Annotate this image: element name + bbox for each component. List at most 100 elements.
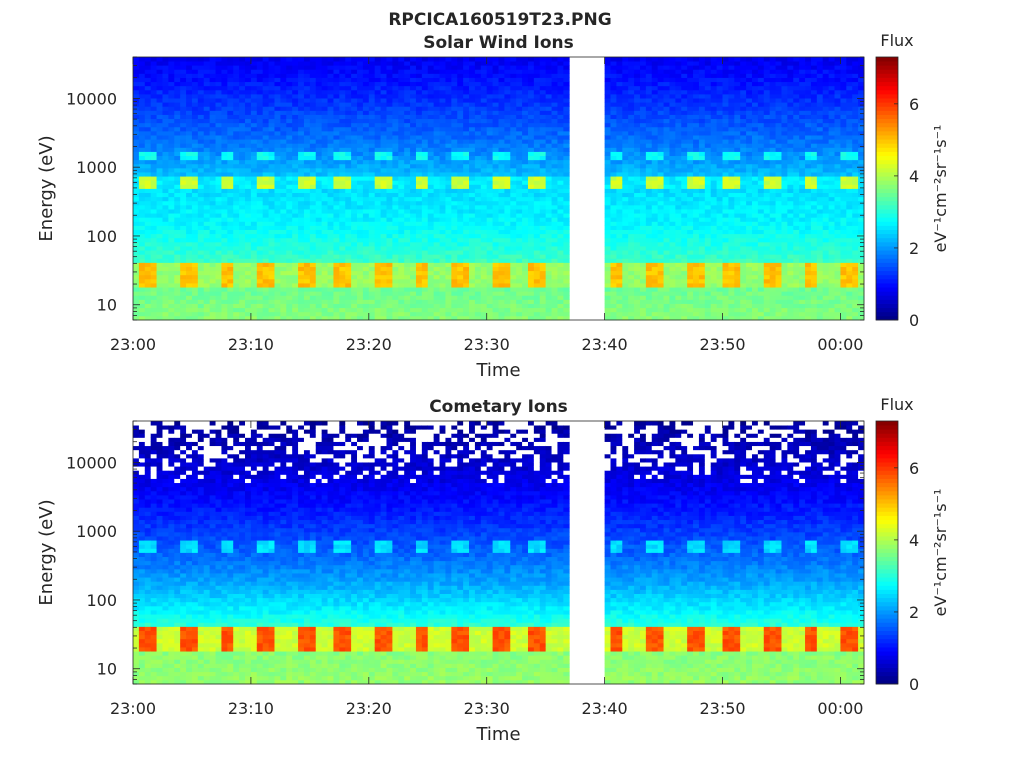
spectrogram-cell xyxy=(375,86,381,91)
spectrogram-cell xyxy=(233,98,239,103)
spectrogram-cell xyxy=(186,127,192,132)
spectrogram-cell xyxy=(363,291,369,296)
spectrogram-cell xyxy=(233,230,239,235)
spectrogram-cell xyxy=(186,102,192,107)
spectrogram-cell xyxy=(263,295,269,300)
spectrogram-cell xyxy=(227,61,233,66)
spectrogram-cell xyxy=(204,209,210,214)
spectrogram-cell xyxy=(304,176,310,181)
spectrogram-cell xyxy=(339,246,345,251)
spectrogram-cell xyxy=(386,78,392,83)
spectrogram-cell xyxy=(369,250,375,255)
spectrogram-cell xyxy=(333,172,339,177)
spectrogram-cell xyxy=(174,283,180,288)
spectrogram-cell xyxy=(375,110,381,115)
spectrogram-cell xyxy=(363,65,369,70)
spectrogram-cell xyxy=(316,225,322,230)
spectrogram-cell xyxy=(404,147,410,152)
spectrogram-cell xyxy=(263,234,269,239)
spectrogram-cell xyxy=(328,201,334,206)
spectrogram-cell xyxy=(151,312,157,317)
spectrogram-cell xyxy=(357,246,363,251)
spectrogram-cell xyxy=(398,90,404,95)
spectrogram-cell xyxy=(310,102,316,107)
spectrogram-cell xyxy=(180,180,186,185)
spectrogram-cell xyxy=(204,238,210,243)
spectrogram-cell xyxy=(404,156,410,161)
spectrogram-cell xyxy=(145,193,151,198)
spectrogram-cell xyxy=(174,139,180,144)
spectrogram-cell xyxy=(221,279,227,284)
spectrogram-cell xyxy=(251,287,257,292)
spectrogram-cell xyxy=(316,267,322,272)
spectrogram-cell xyxy=(316,221,322,226)
spectrogram-cell xyxy=(339,78,345,83)
spectrogram-cell xyxy=(398,131,404,136)
spectrogram-cell xyxy=(280,262,286,267)
spectrogram-cell xyxy=(280,230,286,235)
spectrogram-cell xyxy=(292,147,298,152)
spectrogram-cell xyxy=(322,213,328,218)
spectrogram-cell xyxy=(280,295,286,300)
spectrogram-cell xyxy=(139,189,145,194)
spectrogram-cell xyxy=(180,193,186,198)
spectrogram-cell xyxy=(322,312,328,317)
spectrogram-cell xyxy=(392,119,398,124)
spectrogram-cell xyxy=(239,176,245,181)
spectrogram-cell xyxy=(274,106,280,111)
spectrogram-cell xyxy=(363,127,369,132)
spectrogram-cell xyxy=(357,57,363,62)
spectrogram-cell xyxy=(221,78,227,83)
spectrogram-cell xyxy=(333,258,339,263)
spectrogram-cell xyxy=(245,193,251,198)
spectrogram-cell xyxy=(381,234,387,239)
spectrogram-cell xyxy=(157,312,163,317)
spectrogram-cell xyxy=(298,234,304,239)
spectrogram-cell xyxy=(139,168,145,173)
spectrogram-cell xyxy=(375,230,381,235)
spectrogram-cell xyxy=(174,94,180,99)
spectrogram-cell xyxy=(204,221,210,226)
spectrogram-cell xyxy=(286,90,292,95)
spectrogram-cell xyxy=(198,234,204,239)
spectrogram-cell xyxy=(280,209,286,214)
spectrogram-cell xyxy=(280,225,286,230)
spectrogram-cell xyxy=(410,127,416,132)
spectrogram-cell xyxy=(381,156,387,161)
spectrogram-cell xyxy=(298,312,304,317)
spectrogram-cell xyxy=(168,180,174,185)
spectrogram-cell xyxy=(162,209,168,214)
spectrogram-cell xyxy=(269,135,275,140)
spectrogram-cell xyxy=(375,139,381,144)
spectrogram-cell xyxy=(357,193,363,198)
spectrogram-cell xyxy=(157,73,163,78)
spectrogram-cell xyxy=(369,189,375,194)
spectrogram-cell xyxy=(322,86,328,91)
spectrogram-cell xyxy=(392,275,398,280)
spectrogram-cell xyxy=(386,205,392,210)
spectrogram-cell xyxy=(274,147,280,152)
spectrogram-cell xyxy=(239,267,245,272)
spectrogram-cell xyxy=(186,152,192,157)
spectrogram-cell xyxy=(404,73,410,78)
spectrogram-cell xyxy=(180,271,186,276)
spectrogram-cell xyxy=(239,299,245,304)
spectrogram-cell xyxy=(216,230,222,235)
spectrogram-cell xyxy=(345,78,351,83)
spectrogram-cell xyxy=(233,69,239,74)
spectrogram-cell xyxy=(157,308,163,313)
spectrogram-cell xyxy=(339,184,345,189)
spectrogram-cell xyxy=(245,78,251,83)
spectrogram-cell xyxy=(151,180,157,185)
spectrogram-cell xyxy=(381,295,387,300)
spectrogram-cell xyxy=(316,90,322,95)
spectrogram-cell xyxy=(162,78,168,83)
spectrogram-cell xyxy=(328,193,334,198)
spectrogram-cell xyxy=(133,127,139,132)
spectrogram-cell xyxy=(381,90,387,95)
spectrogram-cell xyxy=(298,82,304,87)
spectrogram-cell xyxy=(162,69,168,74)
spectrogram-cell xyxy=(322,131,328,136)
spectrogram-cell xyxy=(410,254,416,259)
spectrogram-cell xyxy=(204,201,210,206)
